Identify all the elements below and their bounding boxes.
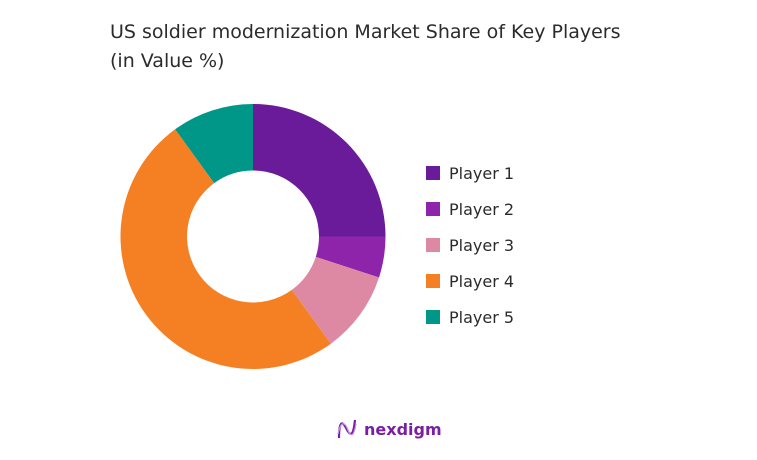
legend-label: Player 2 bbox=[449, 199, 515, 219]
legend-item: Player 3 bbox=[426, 227, 514, 263]
legend-label: Player 3 bbox=[449, 235, 515, 255]
donut-slice-player-4 bbox=[120, 129, 331, 369]
chart-title: US soldier modernization Market Share of… bbox=[110, 21, 621, 72]
legend-item: Player 5 bbox=[426, 299, 514, 335]
legend-item: Player 2 bbox=[426, 191, 514, 227]
legend-label: Player 1 bbox=[449, 163, 515, 183]
donut-slice-player-2 bbox=[315, 236, 386, 278]
legend-swatch bbox=[426, 310, 440, 324]
legend-item: Player 4 bbox=[426, 263, 514, 299]
donut-slice-player-5 bbox=[175, 104, 253, 184]
logo-text: nexdigm bbox=[364, 419, 442, 439]
legend-swatch bbox=[426, 166, 440, 180]
donut-slice-player-3 bbox=[291, 256, 380, 344]
legend-item: Player 1 bbox=[426, 155, 514, 191]
donut-slice-player-1 bbox=[253, 104, 386, 237]
legend: Player 1 Player 2 Player 3 Player 4 Player 5 bbox=[426, 155, 514, 335]
nexdigm-wave-logo-icon bbox=[337, 419, 357, 439]
legend-label: Player 5 bbox=[449, 307, 515, 327]
nexdigm-logo: nexdigm bbox=[336, 418, 442, 440]
legend-label: Player 4 bbox=[449, 271, 515, 291]
legend-swatch bbox=[426, 202, 440, 216]
legend-swatch bbox=[426, 238, 440, 252]
legend-swatch bbox=[426, 274, 440, 288]
